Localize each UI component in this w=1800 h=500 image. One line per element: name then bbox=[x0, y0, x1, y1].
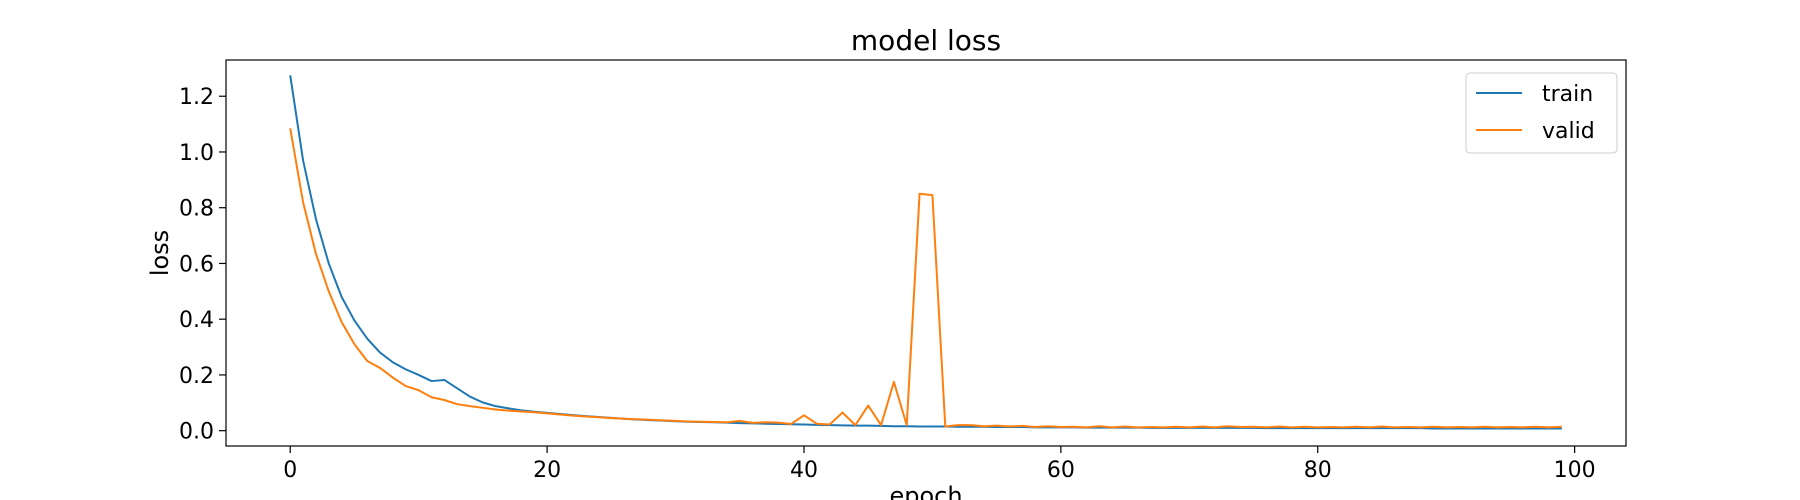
x-tick-label: 100 bbox=[1554, 458, 1596, 483]
legend-label-train: train bbox=[1542, 82, 1593, 107]
y-tick-label: 1.0 bbox=[179, 141, 214, 166]
x-axis-label: epoch bbox=[889, 482, 962, 500]
plot-frame bbox=[225, 59, 1627, 447]
y-tick-label: 0.8 bbox=[179, 197, 214, 222]
x-tick-label: 0 bbox=[283, 458, 297, 483]
chart-title: model loss bbox=[851, 24, 1001, 57]
legend-label-valid: valid bbox=[1542, 119, 1595, 144]
series-line-valid bbox=[289, 128, 1562, 429]
y-axis-label: loss bbox=[146, 230, 174, 276]
x-tick-label: 20 bbox=[533, 458, 561, 483]
y-tick-label: 0.0 bbox=[179, 420, 214, 445]
x-tick-label: 80 bbox=[1304, 458, 1332, 483]
x-tick-label: 60 bbox=[1047, 458, 1075, 483]
y-axis: 0.0 0.2 0.4 0.6 0.8 1.0 1.2 bbox=[179, 85, 226, 445]
legend: train valid bbox=[1465, 72, 1618, 154]
y-tick-label: 0.4 bbox=[179, 308, 214, 333]
series-line-train bbox=[289, 75, 1562, 430]
x-tick-label: 40 bbox=[790, 458, 818, 483]
x-axis: 0 20 40 60 80 100 bbox=[283, 446, 1596, 483]
y-tick-label: 0.6 bbox=[179, 252, 214, 277]
series-layer bbox=[289, 75, 1562, 430]
y-tick-label: 1.2 bbox=[179, 85, 214, 110]
y-tick-label: 0.2 bbox=[179, 364, 214, 389]
